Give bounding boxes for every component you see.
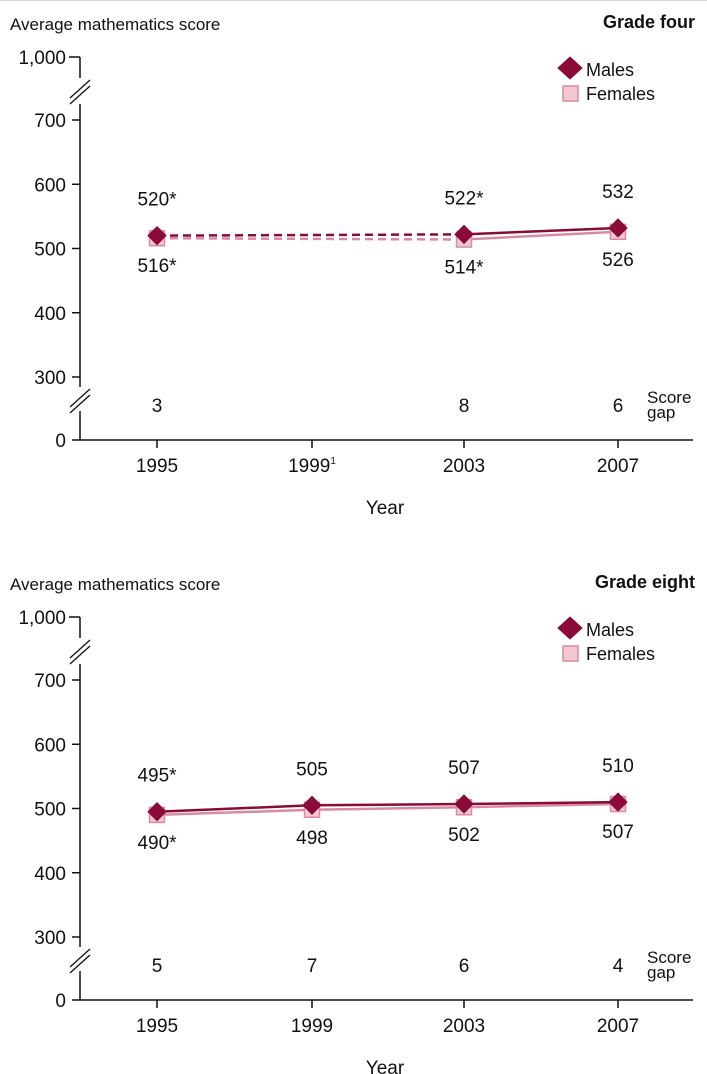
x-tick-label: 1995 [136,1016,178,1037]
x-tick-year: 2007 [597,456,639,477]
grade-eight-chart: Average mathematics score Grade eight 1,00… [10,572,695,1074]
axis-break-bottom-a [69,388,91,408]
score-gap-label-line2: gap [647,403,675,422]
males-point-marker [454,224,474,245]
top-rule [0,0,707,1]
x-tick-year: 1999 [288,456,330,477]
score-gap-value: 5 [152,956,163,977]
x-tick-year: 1995 [136,456,178,477]
females-line-segment [463,230,619,241]
males-value-label: 522* [444,188,484,209]
females-value-label: 507 [602,822,634,843]
y-tick-label: 300 [34,928,66,949]
females-value-label: 514* [444,258,484,279]
y-axis-label: Average mathematics score [10,15,220,34]
axis-break-bottom-b [69,394,91,414]
males-line-segment [156,233,465,237]
axis-break-bottom-a [69,948,91,968]
x-axis-label: Year [366,498,405,519]
legend-males-label: Males [586,60,634,80]
legend-males-label: Males [586,620,634,640]
males-line-segment [463,800,619,806]
score-gap-label-line2: gap [647,963,675,982]
y-axis-label: Average mathematics score [10,575,220,594]
females-line-segment [156,236,465,241]
males-value-label: 520* [137,190,177,211]
legend-females-square-icon [562,645,579,662]
x-tick-year: 2007 [597,1016,639,1037]
x-tick-label: 19991 [288,456,336,477]
axis-break-top-a [69,639,91,659]
females-value-label: 490* [137,833,177,854]
score-gap-value: 6 [459,956,470,977]
males-value-label: 495* [137,766,177,787]
y-tick-label: 0 [55,991,66,1012]
x-tick-year: 2003 [443,1016,485,1037]
score-gap-value: 6 [613,396,624,417]
females-value-label: 498 [296,828,328,849]
axis-break-top-a [69,79,91,99]
y-tick-label: 1,000 [18,48,66,69]
y-tick-label: 700 [34,111,66,132]
males-point-marker [147,225,167,246]
y-tick-label: 600 [34,175,66,196]
x-tick-label: 1999 [291,1016,333,1037]
y-tick-label: 500 [34,240,66,261]
males-point-marker [608,218,628,238]
females-value-label: 526 [602,250,634,271]
legend-females-label: Females [586,644,655,664]
legend-females-square-icon [562,85,579,102]
y-tick-label: 600 [34,735,66,756]
axis-break-top-b [69,85,91,105]
y-tick-label: 400 [34,864,66,885]
score-gap-value: 4 [613,956,624,977]
x-tick-year: 1995 [136,1016,178,1037]
x-tick-year: 2003 [443,456,485,477]
y-tick-label: 0 [55,431,66,452]
score-gap-label-line1: Score [647,948,691,967]
males-line-segment [463,226,619,236]
y-tick-label: 300 [34,368,66,389]
y-tick-label: 1,000 [18,608,66,629]
x-tick-label: 2007 [597,1016,639,1037]
males-value-label: 505 [296,759,328,780]
males-point-marker [454,794,474,814]
females-line-segment [311,805,465,812]
x-tick-label: 2003 [443,1016,485,1037]
females-value-label: 516* [137,256,177,277]
score-gap-value: 8 [459,396,470,417]
y-tick-label: 500 [34,800,66,821]
chart-title: Grade eight [595,572,695,592]
score-gap-value: 3 [152,396,163,417]
x-tick-label: 2007 [597,456,639,477]
legend-males-diamond-icon [557,56,583,80]
males-value-label: 510 [602,756,634,777]
y-tick-label: 700 [34,671,66,692]
legend-males-diamond-icon [557,616,583,640]
males-point-marker [608,792,628,812]
axis-break-top-b [69,645,91,665]
y-tick-label: 400 [34,304,66,325]
axis-break-bottom-b [69,954,91,974]
males-line-segment [311,802,465,807]
score-gap-value: 7 [307,956,318,977]
males-point-marker [302,795,322,815]
x-tick-label: 1995 [136,456,178,477]
score-gap-label-line1: Score [647,388,691,407]
males-line-segment [156,804,313,813]
males-point-marker [147,802,167,822]
x-axis-label: Year [366,1058,405,1074]
females-value-label: 502 [448,825,480,846]
females-line-segment [156,808,313,817]
x-tick-footnote: 1 [330,456,336,467]
males-value-label: 507 [448,758,480,779]
chart-title: Grade four [603,12,695,32]
x-tick-year: 1999 [291,1016,333,1037]
males-value-label: 532 [602,182,634,203]
legend-females-label: Females [586,84,655,104]
grade-four-chart: Average mathematics score Grade four 1,000… [10,12,695,519]
x-tick-label: 2003 [443,456,485,477]
females-line-segment [463,802,619,809]
